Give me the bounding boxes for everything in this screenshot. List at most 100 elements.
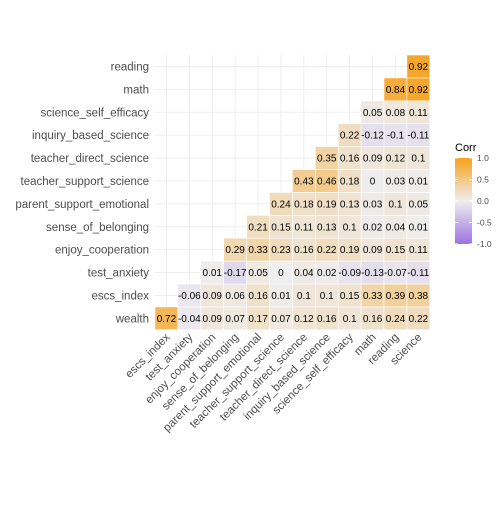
- cell-value-label: 0.38: [409, 291, 429, 302]
- y-tick-label: sense_of_belonging: [46, 222, 149, 234]
- cell-value-label: 0.09: [363, 154, 383, 165]
- legend-tick-label: -1.0: [477, 239, 492, 249]
- y-tick-label: science_self_efficacy: [41, 107, 150, 119]
- cell-value-label: 0.13: [340, 199, 360, 210]
- cell-value-label: -0.17: [224, 268, 247, 279]
- y-tick-label: math: [123, 84, 149, 96]
- y-tick-label: teacher_direct_science: [31, 153, 149, 165]
- cell-value-label: 0.84: [386, 85, 406, 96]
- cell-value-label: -0.09: [338, 268, 361, 279]
- cell-value-label: 0.22: [409, 314, 429, 325]
- cell-value-label: 0.1: [343, 314, 357, 325]
- cell-value-label: 0.24: [386, 314, 406, 325]
- cell-value-label: 0.16: [363, 314, 383, 325]
- cell-value-label: 0.33: [248, 245, 268, 256]
- cell-value-label: 0.11: [409, 108, 428, 119]
- cell-value-label: 0.05: [248, 268, 268, 279]
- cell-value-label: 0.12: [386, 154, 406, 165]
- y-tick-label: enjoy_cooperation: [55, 245, 149, 257]
- cell-value-label: 0: [370, 176, 376, 187]
- cell-value-label: 0.46: [317, 176, 337, 187]
- legend-tick-label: 0.0: [477, 196, 489, 206]
- cell-value-label: 0.07: [271, 314, 291, 325]
- cell-value-label: 0.09: [363, 245, 383, 256]
- cell-value-label: 0.1: [388, 199, 402, 210]
- cell-value-label: 0.24: [271, 199, 291, 210]
- cell-value-label: 0.72: [157, 314, 177, 325]
- y-axis-labels: wealth escs_index test_anxiety enjoy_cooper…: [15, 61, 149, 325]
- cell-value-label: 0.22: [340, 131, 360, 142]
- cell-value-label: 0.1: [343, 222, 357, 233]
- cell-value-label: -0.1: [387, 131, 405, 142]
- cell-value-label: 0.23: [271, 245, 291, 256]
- heatmap-cell-labels: 0.72 -0.04 0.09 0.07 0.17 0.07 0.12 0.16 0.1 0.16…: [157, 62, 430, 325]
- cell-value-label: 0.1: [297, 291, 311, 302]
- cell-value-label: 0.09: [203, 314, 223, 325]
- cell-value-label: 0.06: [225, 291, 245, 302]
- cell-value-label: 0.07: [225, 314, 245, 325]
- cell-value-label: 0.18: [294, 199, 314, 210]
- cell-value-label: 0.39: [386, 291, 406, 302]
- cell-value-label: -0.04: [178, 314, 201, 325]
- cell-value-label: 0.16: [317, 314, 337, 325]
- cell-value-label: 0.16: [294, 245, 314, 256]
- cell-value-label: 0.04: [386, 222, 406, 233]
- cell-value-label: 0.43: [294, 176, 314, 187]
- cell-value-label: 0.1: [320, 291, 334, 302]
- cell-value-label: -0.13: [361, 268, 384, 279]
- cell-value-label: 0.15: [271, 222, 291, 233]
- cell-value-label: 0.03: [386, 176, 406, 187]
- y-tick-label: test_anxiety: [88, 268, 150, 280]
- cell-value-label: 0.01: [409, 222, 429, 233]
- y-tick-label: parent_support_emotional: [15, 199, 149, 211]
- cell-value-label: 0.15: [340, 291, 360, 302]
- cell-value-label: 0.22: [317, 245, 337, 256]
- cell-value-label: 0.05: [409, 199, 429, 210]
- cell-value-label: 0.04: [294, 268, 314, 279]
- heatmap-cell: [406, 54, 431, 79]
- y-tick-label: escs_index: [91, 290, 149, 302]
- cell-value-label: 0.1: [411, 154, 425, 165]
- cell-value-label: 0.03: [363, 199, 383, 210]
- cell-value-label: 0: [278, 268, 284, 279]
- cell-value-label: 0.02: [363, 222, 383, 233]
- cell-value-label: 0.92: [409, 85, 429, 96]
- cell-value-label: 0.15: [386, 245, 406, 256]
- cell-value-label: -0.07: [384, 268, 407, 279]
- cell-value-label: -0.06: [178, 291, 201, 302]
- cell-value-label: 0.19: [317, 199, 337, 210]
- cell-value-label: 0.02: [317, 268, 337, 279]
- cell-value-label: 0.01: [271, 291, 291, 302]
- legend-title: Corr: [455, 142, 477, 154]
- cell-value-label: 0.17: [248, 314, 268, 325]
- cell-value-label: 0.19: [340, 245, 360, 256]
- legend-colorbar: [455, 158, 472, 244]
- heatmap-cells: [154, 54, 431, 331]
- legend-tick-label: 0.5: [477, 175, 489, 185]
- cell-value-label: 0.08: [386, 108, 406, 119]
- y-tick-label: teacher_support_science: [21, 176, 150, 188]
- cell-value-label: 0.11: [294, 222, 313, 233]
- cell-value-label: 0.35: [317, 154, 337, 165]
- cell-value-label: 0.33: [363, 291, 383, 302]
- legend-tick-label: 1.0: [477, 153, 489, 163]
- cell-value-label: -0.11: [407, 131, 429, 142]
- y-tick-label: inquiry_based_science: [32, 130, 149, 142]
- cell-value-label: 0.11: [409, 245, 428, 256]
- cell-value-label: 0.13: [317, 222, 337, 233]
- cell-value-label: -0.12: [361, 131, 384, 142]
- cell-value-label: 0.01: [409, 176, 429, 187]
- cell-value-label: 0.29: [225, 245, 245, 256]
- cell-value-label: 0.05: [363, 108, 383, 119]
- cell-value-label: 0.12: [294, 314, 314, 325]
- legend-tick-label: -0.5: [477, 218, 492, 228]
- y-tick-label: wealth: [115, 313, 149, 325]
- cell-value-label: 0.92: [409, 62, 429, 73]
- cell-value-label: 0.01: [203, 268, 223, 279]
- cell-value-label: 0.09: [203, 291, 223, 302]
- x-axis-labels: escs_indextest_anxietyenjoy_cooperations…: [123, 331, 424, 434]
- cell-value-label: 0.18: [340, 176, 360, 187]
